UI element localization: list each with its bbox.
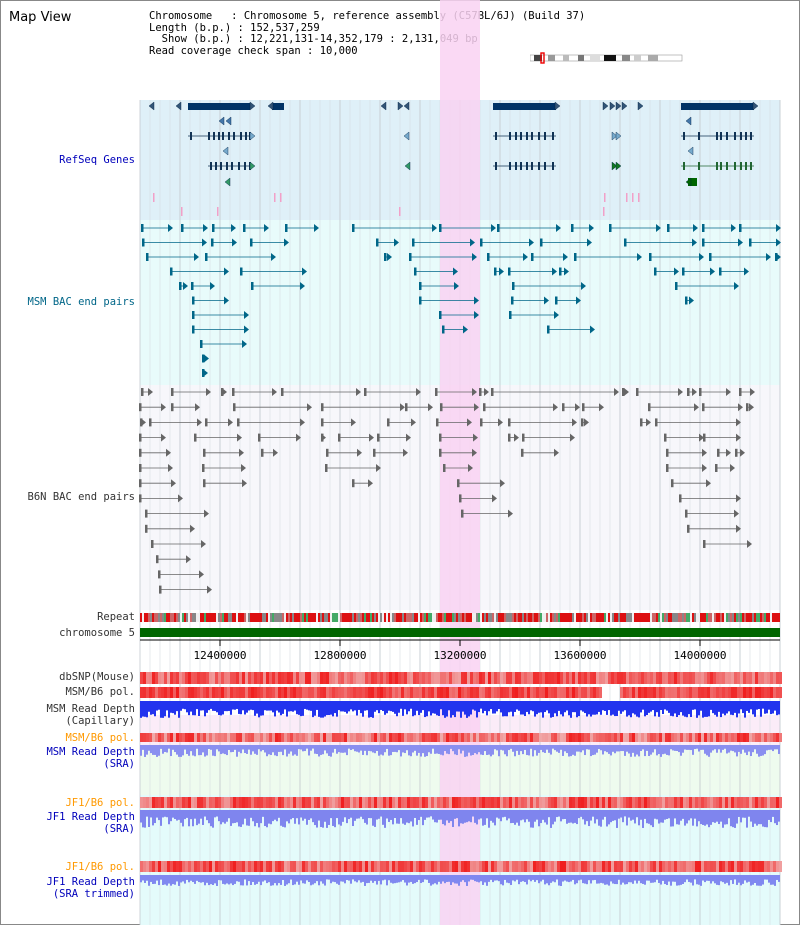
gene-arrow[interactable] — [403, 131, 410, 141]
chromosome-bar — [140, 628, 780, 637]
info-chromosome-value: Chromosome 5, reference assembly (C57BL/… — [243, 10, 586, 22]
gene-arrow[interactable] — [752, 101, 759, 111]
gene-arrow[interactable] — [224, 177, 231, 187]
gene-arrow[interactable] — [621, 101, 628, 111]
track-label-jf1-depth[interactable]: JF1 Read Depth — [46, 811, 135, 823]
repeat-track[interactable] — [140, 613, 780, 622]
info-length-value: 152,537,259 — [250, 21, 320, 34]
gene-arrow[interactable] — [609, 101, 616, 111]
gene-arrow[interactable] — [554, 101, 561, 111]
track-label-chromosome: chromosome 5 — [59, 627, 135, 639]
gene-arrow[interactable] — [249, 101, 256, 111]
track-label-jf1-trimmed[interactable]: JF1 Read Depth — [46, 876, 135, 888]
gene-arrow[interactable] — [687, 146, 694, 156]
msm-bac-pairs[interactable] — [141, 224, 781, 377]
track-label-dbsnp[interactable]: dbSNP(Mouse) — [59, 671, 135, 683]
gene-arrow[interactable] — [225, 116, 232, 126]
track-label-msm-bac[interactable]: MSM BAC end pairs — [27, 296, 135, 308]
chromosome-info: Chromosome : Chromosome 5, reference ass… — [149, 10, 586, 57]
gene-arrow[interactable] — [380, 101, 387, 111]
gene-arrow[interactable] — [637, 101, 644, 111]
track-label-msm-depth-sra-sub: (SRA) — [103, 758, 135, 770]
axis-tick-label: 12400000 — [193, 649, 247, 662]
axis-tick-label: 12800000 — [313, 649, 367, 662]
track-label-jf1-pol[interactable]: JF1/B6 pol. — [65, 797, 135, 809]
gene-arrow[interactable] — [615, 101, 622, 111]
gene-arrow[interactable] — [685, 116, 692, 126]
read-depth-tracks — [140, 701, 780, 886]
axis-tick-label: 14000000 — [673, 649, 727, 662]
gene-arrow[interactable] — [611, 161, 618, 171]
highlight-region[interactable] — [440, 0, 480, 925]
position-axis — [140, 639, 780, 646]
axis-tick-label: 13200000 — [433, 649, 487, 662]
track-label-msm-depth-sra[interactable]: MSM Read Depth — [46, 746, 135, 758]
gene-arrow[interactable] — [403, 101, 410, 111]
gene-arrow[interactable] — [397, 101, 404, 111]
gene-arrow[interactable] — [148, 101, 155, 111]
chromosome-ideogram[interactable] — [530, 52, 685, 64]
gene-arrow[interactable] — [685, 177, 692, 187]
gene-arrow[interactable] — [175, 101, 182, 111]
info-coverage-key: Read coverage check span — [149, 44, 301, 57]
page-title: Map View — [9, 10, 72, 25]
info-length-key: Length (b.p.) — [149, 21, 232, 34]
track-label-refseq[interactable]: RefSeq Genes — [59, 154, 135, 166]
track-label-msm-depth-cap[interactable]: MSM Read Depth — [46, 703, 135, 715]
track-label-jf1-trimmed-sub: (SRA trimmed) — [52, 888, 135, 900]
info-show-key: Show (b.p.) — [161, 33, 232, 45]
track-label-b6n-bac[interactable]: B6N BAC end pairs — [27, 491, 135, 503]
info-chromosome-key: Chromosome — [149, 10, 213, 22]
gene-arrow[interactable] — [615, 131, 622, 141]
gene-arrow[interactable] — [615, 161, 622, 171]
gene-arrow[interactable] — [611, 131, 618, 141]
track-label-msm-pol-2[interactable]: MSM/B6 pol. — [65, 732, 135, 744]
b6n-bac-pairs[interactable] — [139, 388, 755, 594]
track-label-jf1-depth-sub: (SRA) — [103, 823, 135, 835]
gene-arrow[interactable] — [218, 116, 225, 126]
axis-tick-label: 13600000 — [553, 649, 607, 662]
gene-arrow[interactable] — [602, 101, 609, 111]
ideogram-view-marker — [540, 52, 545, 64]
gene-arrow[interactable] — [404, 161, 411, 171]
grid-lines — [139, 100, 781, 925]
gene-arrow[interactable] — [249, 131, 256, 141]
track-label-msm-pol[interactable]: MSM/B6 pol. — [65, 686, 135, 698]
polymorphism-heatmaps — [140, 672, 782, 872]
gene-arrow[interactable] — [222, 146, 229, 156]
gene-arrow[interactable] — [249, 161, 256, 171]
refseq-gene-features[interactable] — [148, 101, 759, 216]
track-label-repeat[interactable]: Repeat — [97, 611, 135, 623]
info-coverage-value: 10,000 — [319, 44, 358, 57]
track-label-msm-depth-cap-sub: (Capillary) — [65, 715, 135, 727]
gene-arrow[interactable] — [267, 101, 274, 111]
track-label-jf1-pol-2[interactable]: JF1/B6 pol. — [65, 861, 135, 873]
